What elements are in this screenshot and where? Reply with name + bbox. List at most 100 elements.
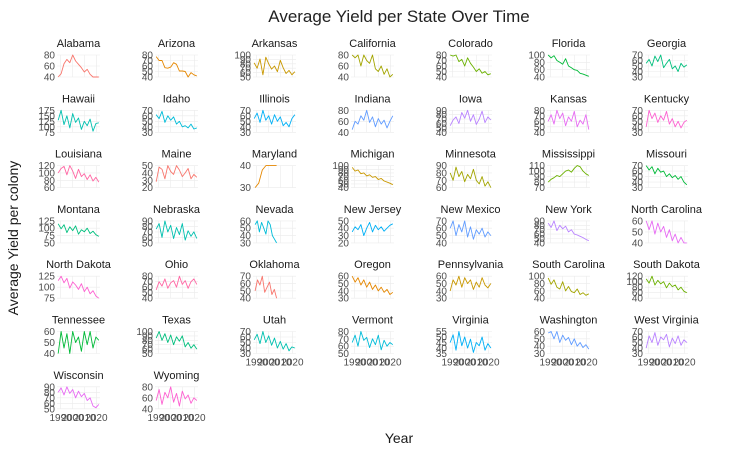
y-tick-label: 75 <box>44 128 56 139</box>
y-tick-label: 125 <box>38 117 55 128</box>
facet-strip-label: Maine <box>162 149 192 161</box>
y-tick-label: 40 <box>632 178 644 189</box>
facet-strip-label: Pennsylvania <box>438 259 504 271</box>
y-tick-label: 70 <box>436 176 448 187</box>
y-tick-label: 80 <box>632 283 644 294</box>
facet-strip-label: Indiana <box>354 93 391 105</box>
series-line <box>449 109 492 126</box>
y-tick-label: 60 <box>534 65 546 76</box>
y-tick-label: 60 <box>142 233 154 244</box>
series-line <box>253 331 295 352</box>
series-line <box>645 109 688 129</box>
y-tick-label: 70 <box>632 51 644 62</box>
y-tick-label: 60 <box>240 111 252 122</box>
y-tick-label: 125 <box>38 272 55 283</box>
y-tick-label: 50 <box>142 349 154 360</box>
y-tick-label: 60 <box>44 183 56 194</box>
y-tick-label: 70 <box>534 111 546 122</box>
facet-strip-label: Louisiana <box>55 149 103 161</box>
y-tick-label: 30 <box>240 349 252 360</box>
y-tick-label: 50 <box>436 333 448 344</box>
y-tick-label: 40 <box>240 122 252 133</box>
series-line <box>253 109 296 128</box>
facet-strip-label: Iowa <box>459 93 483 105</box>
y-tick-label: 80 <box>534 178 546 189</box>
y-tick-label: 60 <box>240 333 252 344</box>
x-tick-label: 2020 <box>673 358 696 369</box>
y-tick-label: 80 <box>436 51 448 62</box>
x-tick-label: 2000 <box>61 413 84 424</box>
y-tick-label: 50 <box>240 73 252 84</box>
y-tick-label: 30 <box>632 128 644 139</box>
y-tick-label: 90 <box>338 165 350 176</box>
y-tick-label: 40 <box>632 294 644 305</box>
y-tick-label: 50 <box>338 216 350 227</box>
y-tick-label: 20 <box>338 238 350 249</box>
y-tick-label: 60 <box>436 119 448 130</box>
y-tick-label: 100 <box>528 272 545 283</box>
x-tick-label: 2020 <box>85 413 108 424</box>
series-line <box>57 223 100 237</box>
series-line <box>155 386 198 407</box>
y-tick-label: 40 <box>632 67 644 78</box>
y-tick-label: 120 <box>38 161 55 172</box>
y-tick-label: 50 <box>632 172 644 183</box>
facet-panel-maryland: Maryland 30 40 <box>240 149 297 195</box>
y-tick-label: 60 <box>142 345 154 356</box>
y-tick-label: 70 <box>142 56 154 67</box>
facet-strip-label: Nevada <box>256 204 295 216</box>
y-tick-label: 40 <box>436 238 448 249</box>
series-line <box>351 221 394 237</box>
y-tick-label: 80 <box>338 327 350 338</box>
series-line <box>449 331 492 353</box>
y-tick-label: 70 <box>142 340 154 351</box>
y-tick-label: 100 <box>528 167 545 178</box>
series-line <box>57 109 99 132</box>
y-tick-label: 80 <box>142 51 154 62</box>
y-tick-label: 60 <box>436 224 448 235</box>
y-tick-label: 60 <box>240 279 252 290</box>
y-tick-label: 60 <box>142 283 154 294</box>
y-tick-label: 50 <box>534 334 546 345</box>
series-line <box>645 54 688 72</box>
x-tick-label: 2010 <box>563 358 586 369</box>
y-tick-label: 40 <box>338 128 350 139</box>
facet-strip-label: Nebraska <box>153 204 201 216</box>
y-tick-label: 60 <box>44 399 56 410</box>
y-tick-label: 40 <box>44 349 56 360</box>
x-tick-label: 2020 <box>575 358 598 369</box>
y-tick-label: 40 <box>436 73 448 84</box>
facet-strip-label: Georgia <box>647 38 687 50</box>
y-tick-label: 30 <box>632 183 644 194</box>
y-tick-label: 60 <box>632 167 644 178</box>
y-tick-label: 90 <box>534 216 546 227</box>
y-tick-label: 40 <box>142 168 154 179</box>
y-tick-label: 50 <box>142 117 154 128</box>
x-tick-label: 1990 <box>343 358 366 369</box>
y-tick-label: 70 <box>534 183 546 194</box>
y-tick-label: 120 <box>626 272 643 283</box>
y-tick-label: 50 <box>142 161 154 172</box>
y-tick-label: 60 <box>534 230 546 241</box>
facet-strip-label: New Jersey <box>344 204 402 216</box>
facet-strip-label: North Dakota <box>46 259 112 271</box>
y-tick-label: 60 <box>142 393 154 404</box>
y-tick-label: 50 <box>142 67 154 78</box>
y-tick-label: 80 <box>142 272 154 283</box>
x-tick-label: 2010 <box>73 413 96 424</box>
series-line <box>57 275 100 299</box>
y-tick-label: 40 <box>436 344 448 355</box>
facet-strip-label: Missouri <box>646 149 687 161</box>
